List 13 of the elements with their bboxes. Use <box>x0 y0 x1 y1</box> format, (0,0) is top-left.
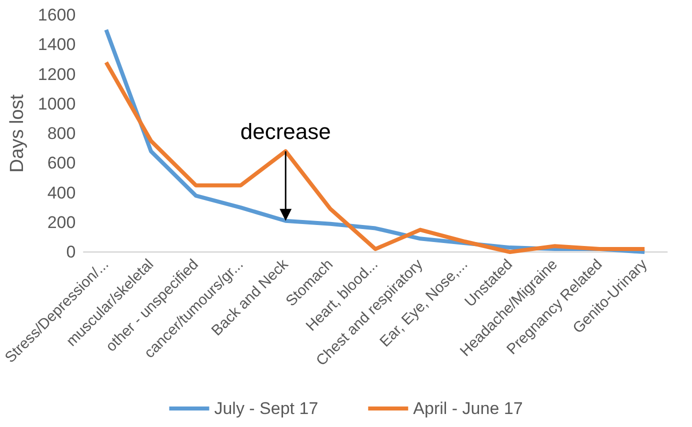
legend-label: July - Sept 17 <box>214 399 318 418</box>
y-tick-label: 400 <box>47 183 76 202</box>
y-tick-label: 1200 <box>38 64 76 84</box>
y-tick-label: 200 <box>47 212 76 232</box>
annotation: decrease <box>240 119 331 146</box>
y-axis-title: Days lost <box>7 94 28 173</box>
y-tick-label: 800 <box>47 124 76 143</box>
y-tick-label: 1000 <box>38 94 76 114</box>
y-tick-label: 0 <box>66 242 76 262</box>
y-tick-label: 1400 <box>38 35 76 54</box>
legend-label: April - June 17 <box>413 399 523 418</box>
y-tick-label: 1600 <box>38 6 76 24</box>
y-tick-label: 600 <box>47 154 76 173</box>
